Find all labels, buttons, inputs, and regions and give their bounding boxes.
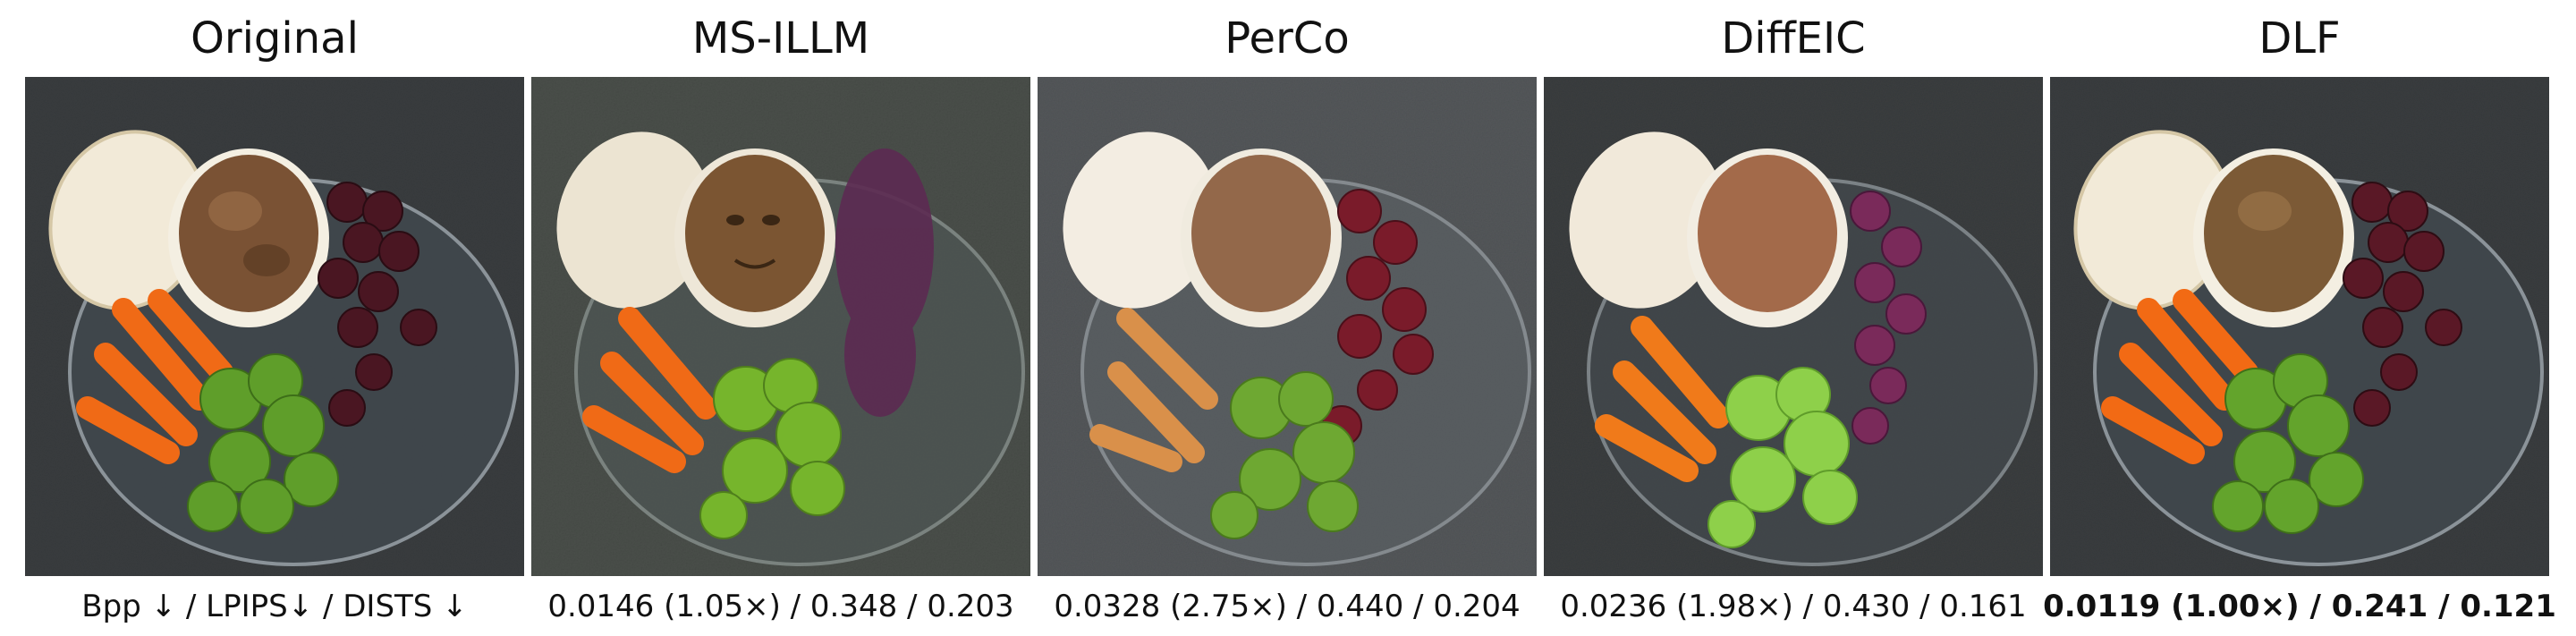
image-panel: [2050, 77, 2549, 576]
metrics-caption: 0.0236 (1.98×) / 0.430 / 0.161: [1560, 589, 2027, 624]
food-plate-image: [1544, 77, 2043, 576]
metrics-caption: 0.0146 (1.05×) / 0.348 / 0.203: [547, 589, 1014, 624]
column-title: DiffEIC: [1721, 13, 1866, 64]
food-plate-image: [25, 77, 524, 576]
food-plate-image: [531, 77, 1030, 576]
column-perco: PerCo: [1038, 0, 1537, 636]
column-title: PerCo: [1224, 13, 1350, 64]
metrics-caption-best: 0.0119 (1.00×) / 0.241 / 0.121: [2043, 589, 2556, 624]
image-panel: [531, 77, 1030, 576]
column-original: Original: [25, 0, 524, 636]
metrics-caption: Bpp ↓ / LPIPS↓ / DISTS ↓: [81, 589, 468, 624]
column-diffeic: DiffEIC: [1544, 0, 2043, 636]
metrics-caption: 0.0328 (2.75×) / 0.440 / 0.204: [1054, 589, 1521, 624]
image-panel: [1038, 77, 1537, 576]
column-title: MS-ILLM: [691, 13, 870, 64]
column-title: DLF: [2258, 13, 2341, 64]
image-panel: [25, 77, 524, 576]
image-panel: [1544, 77, 2043, 576]
column-ms-illm: MS-ILLM: [531, 0, 1030, 636]
column-title: Original: [191, 13, 359, 64]
food-plate-image: [2050, 77, 2549, 576]
column-dlf: DLF: [2043, 0, 2556, 636]
food-plate-image: [1038, 77, 1537, 576]
